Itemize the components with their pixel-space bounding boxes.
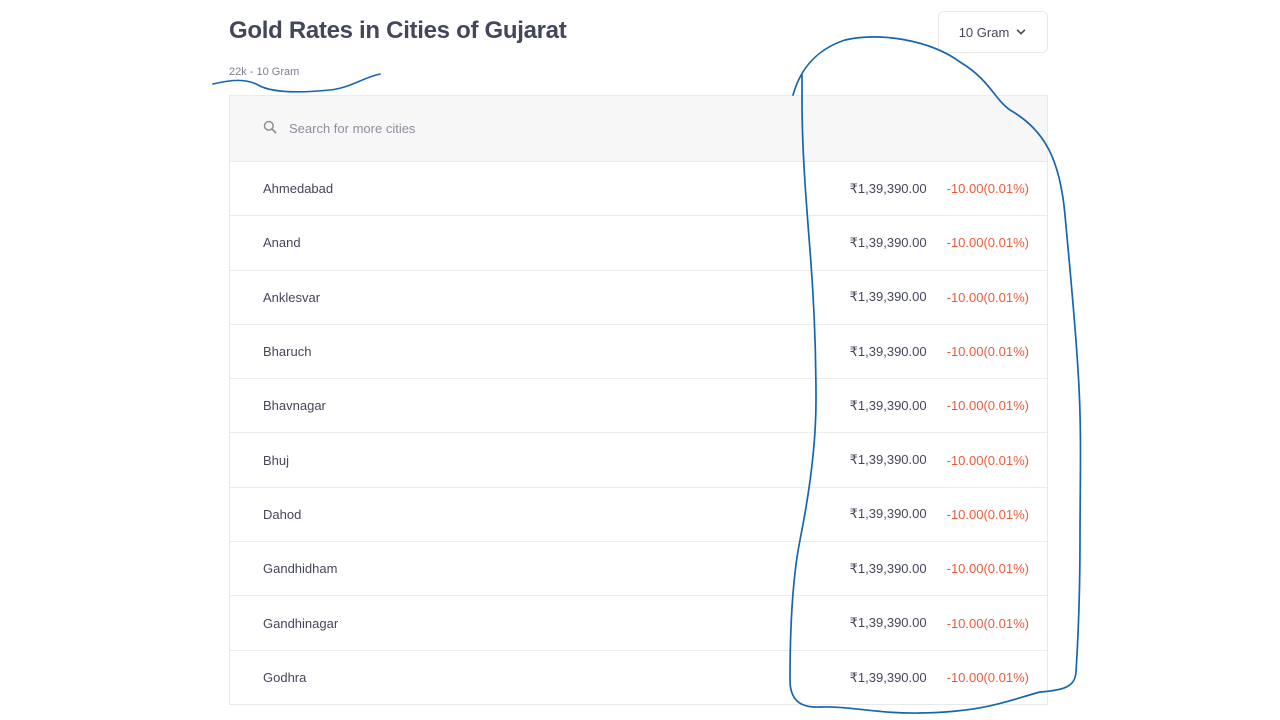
city-rows: Ahmedabad ₹1,39,390.00 -10.00(0.01%) Anand ₹… <box>230 162 1047 705</box>
city-name: Anand <box>263 235 301 251</box>
unit-dropdown[interactable]: 10 Gram <box>938 11 1048 53</box>
page-title: Gold Rates in Cities of Gujarat <box>229 17 567 44</box>
price-change: -10.00(0.01%) <box>946 452 1029 468</box>
city-name: Godhra <box>263 670 307 686</box>
gold-price: ₹1,39,390.00 <box>849 343 927 359</box>
gold-price: ₹1,39,390.00 <box>849 452 927 468</box>
city-name: Ahmedabad <box>263 181 334 197</box>
city-name: Bharuch <box>263 344 312 360</box>
price-change: -10.00(0.01%) <box>946 235 1029 251</box>
price-change: -10.00(0.01%) <box>946 289 1029 305</box>
table-row[interactable]: Anklesvar ₹1,39,390.00 -10.00(0.01%) <box>230 271 1047 325</box>
table-row[interactable]: Bharuch ₹1,39,390.00 -10.00(0.01%) <box>230 325 1047 380</box>
table-row[interactable]: Bhuj ₹1,39,390.00 -10.00(0.01%) <box>230 433 1047 488</box>
city-rates-table: Ahmedabad ₹1,39,390.00 -10.00(0.01%) Anand ₹… <box>229 95 1048 705</box>
table-row[interactable]: Bhavnagar ₹1,39,390.00 -10.00(0.01%) <box>230 379 1047 434</box>
table-row[interactable]: Gandhidham ₹1,39,390.00 -10.00(0.01%) <box>230 542 1047 597</box>
city-name: Bhuj <box>263 452 290 468</box>
city-name: Bhavnagar <box>263 398 326 414</box>
gold-price: ₹1,39,390.00 <box>849 234 927 250</box>
city-name: Dahod <box>263 506 302 522</box>
unit-dropdown-label: 10 Gram <box>958 24 1010 40</box>
table-row[interactable]: Anand ₹1,39,390.00 -10.00(0.01%) <box>230 216 1047 271</box>
price-change: -10.00(0.01%) <box>946 181 1029 197</box>
city-search-input[interactable] <box>289 121 689 136</box>
gold-price: ₹1,39,390.00 <box>849 506 927 522</box>
price-change: -10.00(0.01%) <box>946 398 1029 414</box>
search-bar <box>230 96 1047 162</box>
search-icon <box>263 120 277 133</box>
gold-price: ₹1,39,390.00 <box>849 180 927 196</box>
gold-price: ₹1,39,390.00 <box>849 615 927 631</box>
gold-price: ₹1,39,390.00 <box>849 560 927 576</box>
price-change: -10.00(0.01%) <box>946 506 1029 522</box>
table-row[interactable]: Ahmedabad ₹1,39,390.00 -10.00(0.01%) <box>230 162 1047 217</box>
table-row[interactable]: Gandhinagar ₹1,39,390.00 -10.00(0.01%) <box>230 596 1047 651</box>
city-name: Anklesvar <box>263 289 321 305</box>
price-change: -10.00(0.01%) <box>946 344 1029 360</box>
city-name: Gandhidham <box>263 561 338 577</box>
city-name: Gandhinagar <box>263 615 339 631</box>
gold-price: ₹1,39,390.00 <box>849 669 927 685</box>
rate-subtitle: 22k - 10 Gram <box>229 66 300 78</box>
table-row[interactable]: Godhra ₹1,39,390.00 -10.00(0.01%) <box>230 651 1047 705</box>
price-change: -10.00(0.01%) <box>946 670 1029 686</box>
chevron-down-icon <box>1016 29 1026 35</box>
gold-price: ₹1,39,390.00 <box>849 289 927 305</box>
table-row[interactable]: Dahod ₹1,39,390.00 -10.00(0.01%) <box>230 488 1047 543</box>
price-change: -10.00(0.01%) <box>946 561 1029 577</box>
price-change: -10.00(0.01%) <box>946 615 1029 631</box>
gold-price: ₹1,39,390.00 <box>849 397 927 413</box>
